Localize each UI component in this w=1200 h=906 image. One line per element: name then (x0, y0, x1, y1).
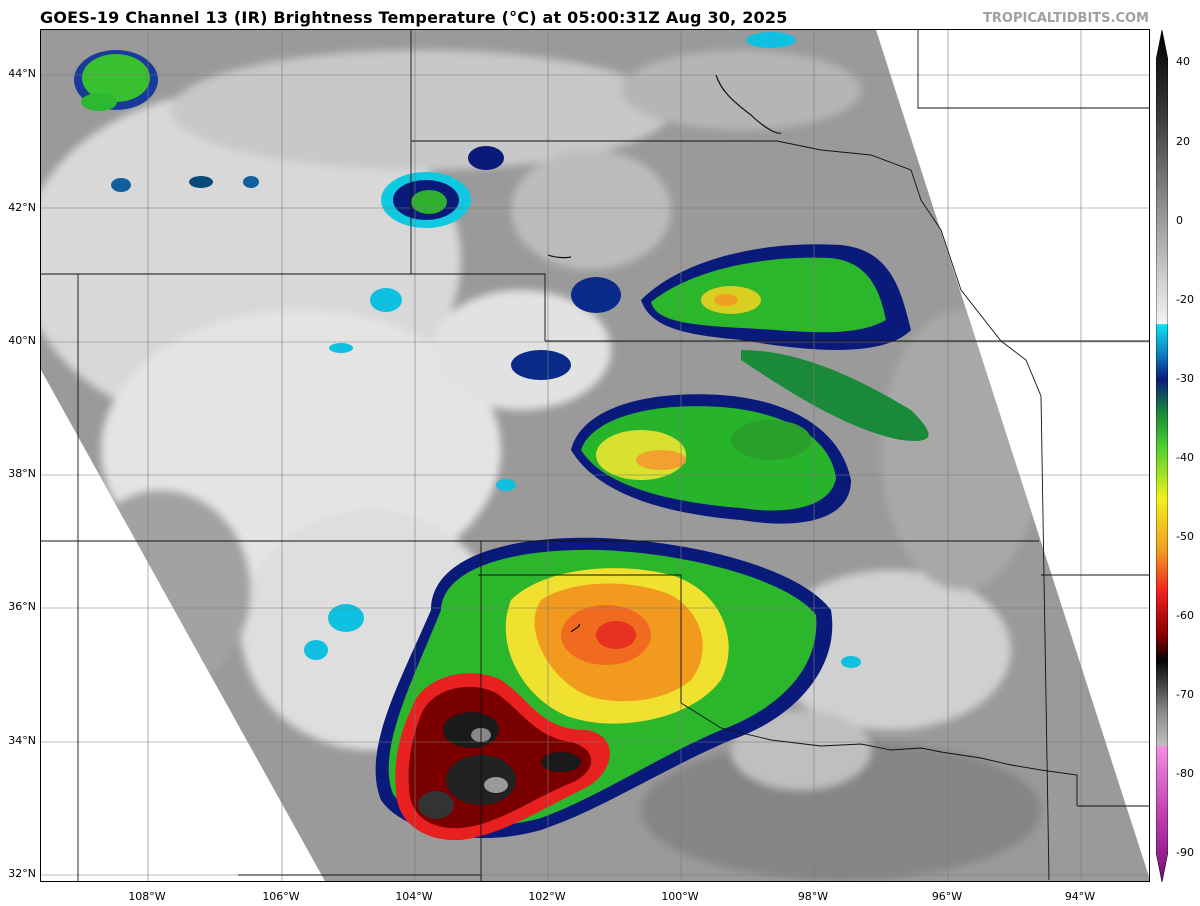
swath-imagery (41, 30, 1149, 881)
colorbar-label-n50: -50 (1176, 530, 1194, 543)
graticule (41, 30, 1149, 881)
ir-imagery (41, 30, 1149, 881)
colorbar-label-n30: -30 (1176, 372, 1194, 385)
water-features (547, 74, 782, 633)
small-cyan-cells (304, 32, 861, 668)
temperature-colorbar (1156, 30, 1168, 882)
colorbar-label-n20: -20 (1176, 293, 1194, 306)
colorbar-label-n90: -90 (1176, 846, 1194, 859)
satellite-map[interactable] (40, 29, 1150, 882)
colorbar-label-0: 0 (1176, 214, 1183, 227)
storm-kansas (571, 394, 851, 524)
lat-label-36n: 36°N (8, 600, 36, 613)
colorbar-label-n70: -70 (1176, 688, 1194, 701)
lon-label-96w: 96°W (931, 890, 963, 903)
lon-label-106w: 106°W (262, 890, 300, 903)
lat-label-44n: 44°N (8, 67, 36, 80)
colorbar-label-n60: -60 (1176, 609, 1194, 622)
lat-label-42n: 42°N (8, 201, 36, 214)
lat-label-38n: 38°N (8, 467, 36, 480)
state-boundaries (41, 30, 1149, 881)
map-title: GOES-19 Channel 13 (IR) Brightness Tempe… (40, 8, 788, 27)
storm-texas-panhandle (375, 537, 833, 841)
colorbar-label-n80: -80 (1176, 767, 1194, 780)
lon-label-108w: 108°W (128, 890, 166, 903)
storm-montana (74, 50, 158, 111)
lat-label-32n: 32°N (8, 867, 36, 880)
colorbar-label-40: 40 (1176, 55, 1190, 68)
lon-label-104w: 104°W (395, 890, 433, 903)
lon-label-94w: 94°W (1064, 890, 1096, 903)
colorbar-label-n40: -40 (1176, 451, 1194, 464)
lat-label-40n: 40°N (8, 334, 36, 347)
colorbar-label-20: 20 (1176, 135, 1190, 148)
source-credit: TROPICALTIDBITS.COM (983, 11, 1149, 26)
lat-label-34n: 34°N (8, 734, 36, 747)
lon-label-102w: 102°W (528, 890, 566, 903)
lon-label-100w: 100°W (661, 890, 699, 903)
storm-nebraska-kansas (511, 244, 929, 441)
lon-label-98w: 98°W (797, 890, 829, 903)
